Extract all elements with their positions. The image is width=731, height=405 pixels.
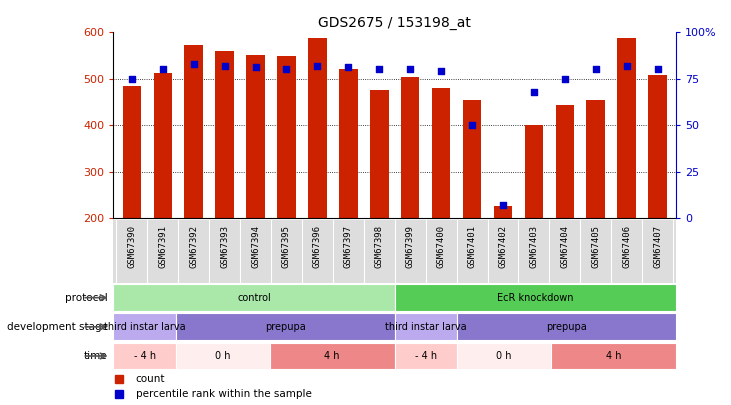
Text: 0 h: 0 h [496,351,512,361]
Bar [458,343,551,369]
Text: GSM67401: GSM67401 [468,225,477,269]
Bar [270,343,395,369]
Text: third instar larva: third instar larva [104,322,186,332]
Text: 4 h: 4 h [325,351,340,361]
Text: protocol: protocol [65,293,107,303]
Bar [525,125,543,218]
Text: GSM67391: GSM67391 [159,225,167,269]
Point [528,88,539,95]
Text: GSM67402: GSM67402 [499,225,507,269]
Text: - 4 h: - 4 h [134,351,156,361]
Text: GSM67400: GSM67400 [436,225,446,269]
Bar [216,51,234,218]
Text: GSM67406: GSM67406 [622,225,631,269]
Text: control: control [237,293,271,303]
Bar [339,69,357,218]
Bar [154,73,172,218]
Text: GSM67405: GSM67405 [591,225,600,269]
Text: EcR knockdown: EcR knockdown [497,293,574,303]
Text: 4 h: 4 h [606,351,621,361]
Bar [370,90,389,218]
Bar [432,88,450,218]
Bar [113,284,395,311]
Bar [493,206,512,218]
Bar [176,343,270,369]
Bar [551,343,676,369]
Point [652,66,664,72]
Point [281,66,292,72]
Title: GDS2675 / 153198_at: GDS2675 / 153198_at [318,15,471,30]
Bar [618,38,636,218]
Text: GSM67397: GSM67397 [344,225,353,269]
Point [311,62,323,69]
Text: time: time [84,351,107,361]
Point [374,66,385,72]
Text: count: count [136,374,165,384]
Point [157,66,169,72]
Text: GSM67390: GSM67390 [127,225,137,269]
Bar [401,77,420,218]
Text: prepupa: prepupa [265,322,306,332]
Bar [395,284,676,311]
Bar [463,100,481,218]
Point [404,66,416,72]
Text: GSM67394: GSM67394 [251,225,260,269]
Point [126,75,137,82]
Text: GSM67396: GSM67396 [313,225,322,269]
Text: GSM67399: GSM67399 [406,225,414,269]
Bar [556,105,574,218]
Point [497,202,509,209]
Point [188,60,200,67]
Text: - 4 h: - 4 h [415,351,437,361]
Point [559,75,571,82]
Point [590,66,602,72]
Point [466,122,478,128]
Bar [246,55,265,218]
Bar [123,87,141,218]
Text: GSM67407: GSM67407 [653,225,662,269]
Bar [184,45,203,218]
Text: percentile rank within the sample: percentile rank within the sample [136,389,311,399]
Point [435,68,447,75]
Bar [277,56,296,218]
Text: GSM67392: GSM67392 [189,225,198,269]
Text: GSM67404: GSM67404 [561,225,569,269]
Text: prepupa: prepupa [546,322,587,332]
Text: GSM67395: GSM67395 [282,225,291,269]
Bar [395,343,458,369]
Text: development stage: development stage [7,322,107,332]
Bar [308,38,327,218]
Bar [648,75,667,218]
Text: 0 h: 0 h [215,351,230,361]
Point [621,62,632,69]
Text: GSM67393: GSM67393 [220,225,229,269]
Bar [113,343,176,369]
Bar [586,100,605,218]
Text: GSM67398: GSM67398 [375,225,384,269]
Bar [176,313,395,340]
Bar [113,313,176,340]
Point [343,64,355,70]
Point [219,62,230,69]
Text: third instar larva: third instar larva [385,322,467,332]
Point [250,64,262,70]
Bar [395,313,458,340]
Text: GSM67403: GSM67403 [529,225,539,269]
Bar [458,313,676,340]
